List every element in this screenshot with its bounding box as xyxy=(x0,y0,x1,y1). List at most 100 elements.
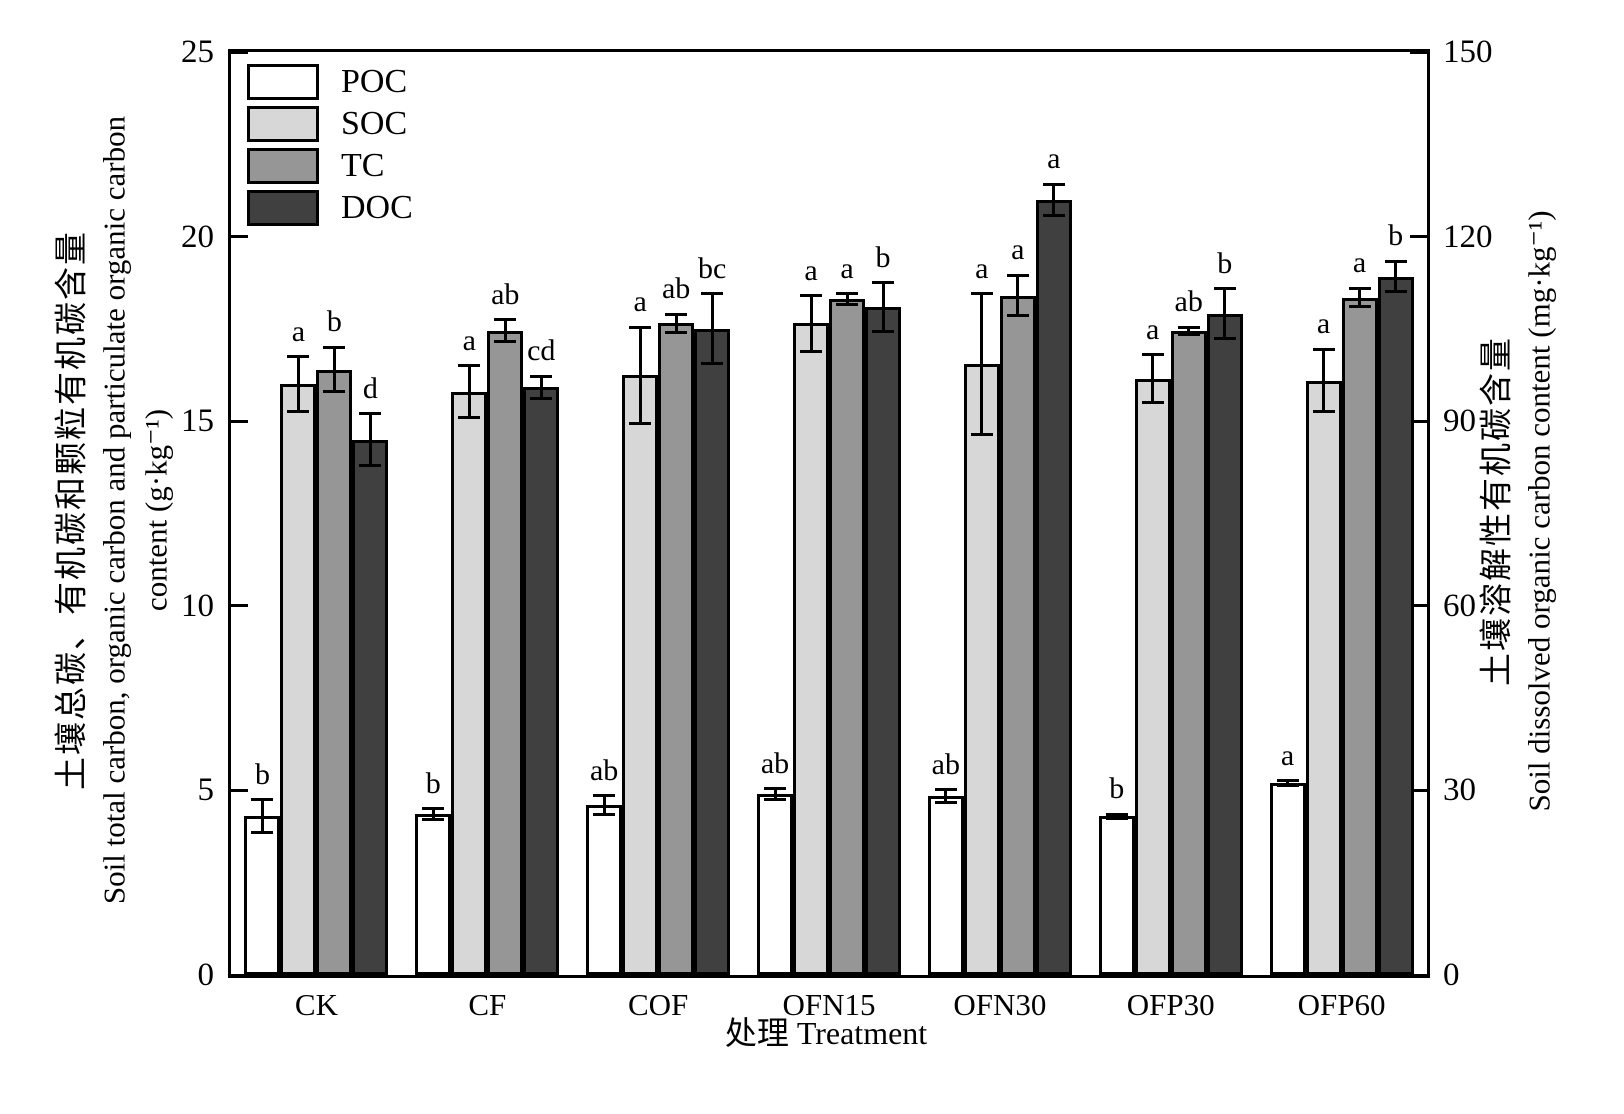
left-axis-title: 土壤总碳、有机碳和颗粒有机碳含量 Soil total carbon, orga… xyxy=(52,49,178,972)
bar-SOC-CK xyxy=(280,384,317,975)
right-axis-title: 土壤溶解性有机碳含量 Soil dissolved organic carbon… xyxy=(1477,50,1561,973)
sig-letter-SOC-CK: a xyxy=(291,314,306,348)
left-axis-tick-label: 10 xyxy=(181,587,214,624)
error-bar-SOC-CK xyxy=(296,356,300,412)
error-cap-top xyxy=(1105,812,1128,816)
error-bar-TC-CK xyxy=(332,347,336,392)
left-axis-tick xyxy=(231,419,248,423)
bar-TC-OFP30 xyxy=(1170,330,1207,975)
legend-label-SOC: SOC xyxy=(341,105,408,142)
right-axis-tick-label: 60 xyxy=(1443,587,1476,624)
sig-letter-POC-CK: b xyxy=(254,757,270,791)
error-bar-POC-OFP60 xyxy=(1286,780,1290,786)
error-cap-top xyxy=(934,788,957,792)
error-cap-bottom xyxy=(251,831,274,835)
right-axis-tick-label: 120 xyxy=(1443,218,1493,255)
error-bar-TC-COF xyxy=(674,314,678,333)
error-bar-SOC-CF xyxy=(467,365,471,418)
error-cap-top xyxy=(800,294,822,298)
error-cap-bottom xyxy=(1105,816,1128,820)
right-axis-tick xyxy=(1410,50,1427,54)
error-cap-bottom xyxy=(422,818,445,822)
legend: POC SOC TC DOC xyxy=(247,63,413,231)
left-axis-tick-label: 20 xyxy=(181,218,214,255)
sig-letter-TC-CF: ab xyxy=(491,277,520,311)
left-axis-tick-label: 15 xyxy=(181,403,214,440)
error-cap-bottom xyxy=(530,396,553,400)
error-cap-bottom xyxy=(1213,336,1236,340)
error-cap-top xyxy=(1177,325,1200,329)
bar-DOC-OFP60 xyxy=(1377,276,1414,975)
right-axis-title-en: Soil dissolved organic carbon content (m… xyxy=(1521,210,1557,812)
error-cap-bottom xyxy=(872,330,894,334)
error-cap-top xyxy=(629,325,652,329)
error-cap-bottom xyxy=(764,798,786,802)
error-cap-top xyxy=(494,318,517,322)
error-cap-bottom xyxy=(458,416,481,419)
error-cap-top xyxy=(1312,347,1335,351)
error-cap-top xyxy=(1042,182,1065,186)
error-bar-POC-CK xyxy=(260,799,264,833)
error-cap-top xyxy=(251,798,274,802)
bar-SOC-OFN30 xyxy=(963,363,1000,975)
error-bar-DOC-OFP30 xyxy=(1223,288,1227,339)
error-bar-POC-CF xyxy=(431,808,435,820)
bar-POC-OFN30 xyxy=(927,795,964,975)
sig-letter-TC-OFP60: a xyxy=(1352,246,1367,280)
error-cap-bottom xyxy=(1141,401,1164,405)
left-axis-tick-label: 25 xyxy=(181,34,214,70)
error-cap-bottom xyxy=(494,340,517,344)
error-cap-top xyxy=(701,292,724,296)
sig-letter-DOC-OFN15: b xyxy=(875,240,891,274)
legend-swatch-DOC xyxy=(247,189,319,226)
sig-letter-SOC-OFN15: a xyxy=(804,253,818,287)
x-category-label: OFP30 xyxy=(1126,987,1215,1022)
error-cap-top xyxy=(1006,273,1029,277)
error-cap-bottom xyxy=(593,812,616,816)
error-cap-bottom xyxy=(1348,305,1371,309)
left-axis-tick-label: 0 xyxy=(197,957,215,993)
sig-letter-TC-OFN30: a xyxy=(1011,233,1025,267)
sig-letter-TC-CK: b xyxy=(326,305,342,339)
sig-letter-DOC-CK: d xyxy=(362,371,378,405)
error-cap-bottom xyxy=(323,390,346,394)
error-bar-DOC-COF xyxy=(710,293,714,364)
error-bar-POC-OFN15 xyxy=(773,788,777,800)
error-bar-TC-OFN30 xyxy=(1016,275,1020,316)
error-bar-SOC-OFP60 xyxy=(1322,349,1326,412)
sig-letter-SOC-COF: a xyxy=(633,285,647,319)
sig-letter-SOC-OFN30: a xyxy=(975,251,989,285)
legend-label-DOC: DOC xyxy=(341,189,413,226)
bar-DOC-COF xyxy=(694,328,731,975)
bar-SOC-OFP30 xyxy=(1134,378,1171,975)
bar-POC-OFN15 xyxy=(757,794,793,975)
error-cap-top xyxy=(1276,779,1299,783)
error-cap-top xyxy=(836,292,858,296)
right-axis-tick-label: 0 xyxy=(1443,957,1460,993)
left-axis-tick-label: 5 xyxy=(197,772,215,809)
error-cap-bottom xyxy=(1312,410,1335,414)
error-cap-bottom xyxy=(629,421,652,425)
right-axis-tick xyxy=(1410,604,1427,608)
sig-letter-SOC-OFP30: a xyxy=(1146,312,1160,346)
right-axis-tick-label: 150 xyxy=(1443,34,1493,70)
error-bar-TC-OFN15 xyxy=(845,293,849,305)
legend-label-POC: POC xyxy=(341,63,408,100)
error-cap-bottom xyxy=(701,362,724,366)
error-bar-DOC-OFP60 xyxy=(1394,261,1398,292)
error-cap-top xyxy=(359,412,382,416)
legend-item-DOC: DOC xyxy=(247,189,413,226)
sig-letter-POC-OFP60: a xyxy=(1280,738,1295,772)
error-bar-SOC-COF xyxy=(638,327,642,424)
bar-SOC-COF xyxy=(622,375,659,975)
bar-DOC-CK xyxy=(352,439,389,975)
legend-swatch-TC xyxy=(247,147,319,184)
x-axis-title: 处理 Treatment xyxy=(724,1015,928,1051)
error-cap-top xyxy=(287,355,310,359)
error-bar-DOC-OFN15 xyxy=(881,282,885,332)
left-axis-tick xyxy=(231,50,248,54)
sig-letter-POC-OFN15: ab xyxy=(760,746,790,780)
error-bar-TC-OFP60 xyxy=(1358,288,1362,307)
legend-label-TC: TC xyxy=(341,147,385,184)
